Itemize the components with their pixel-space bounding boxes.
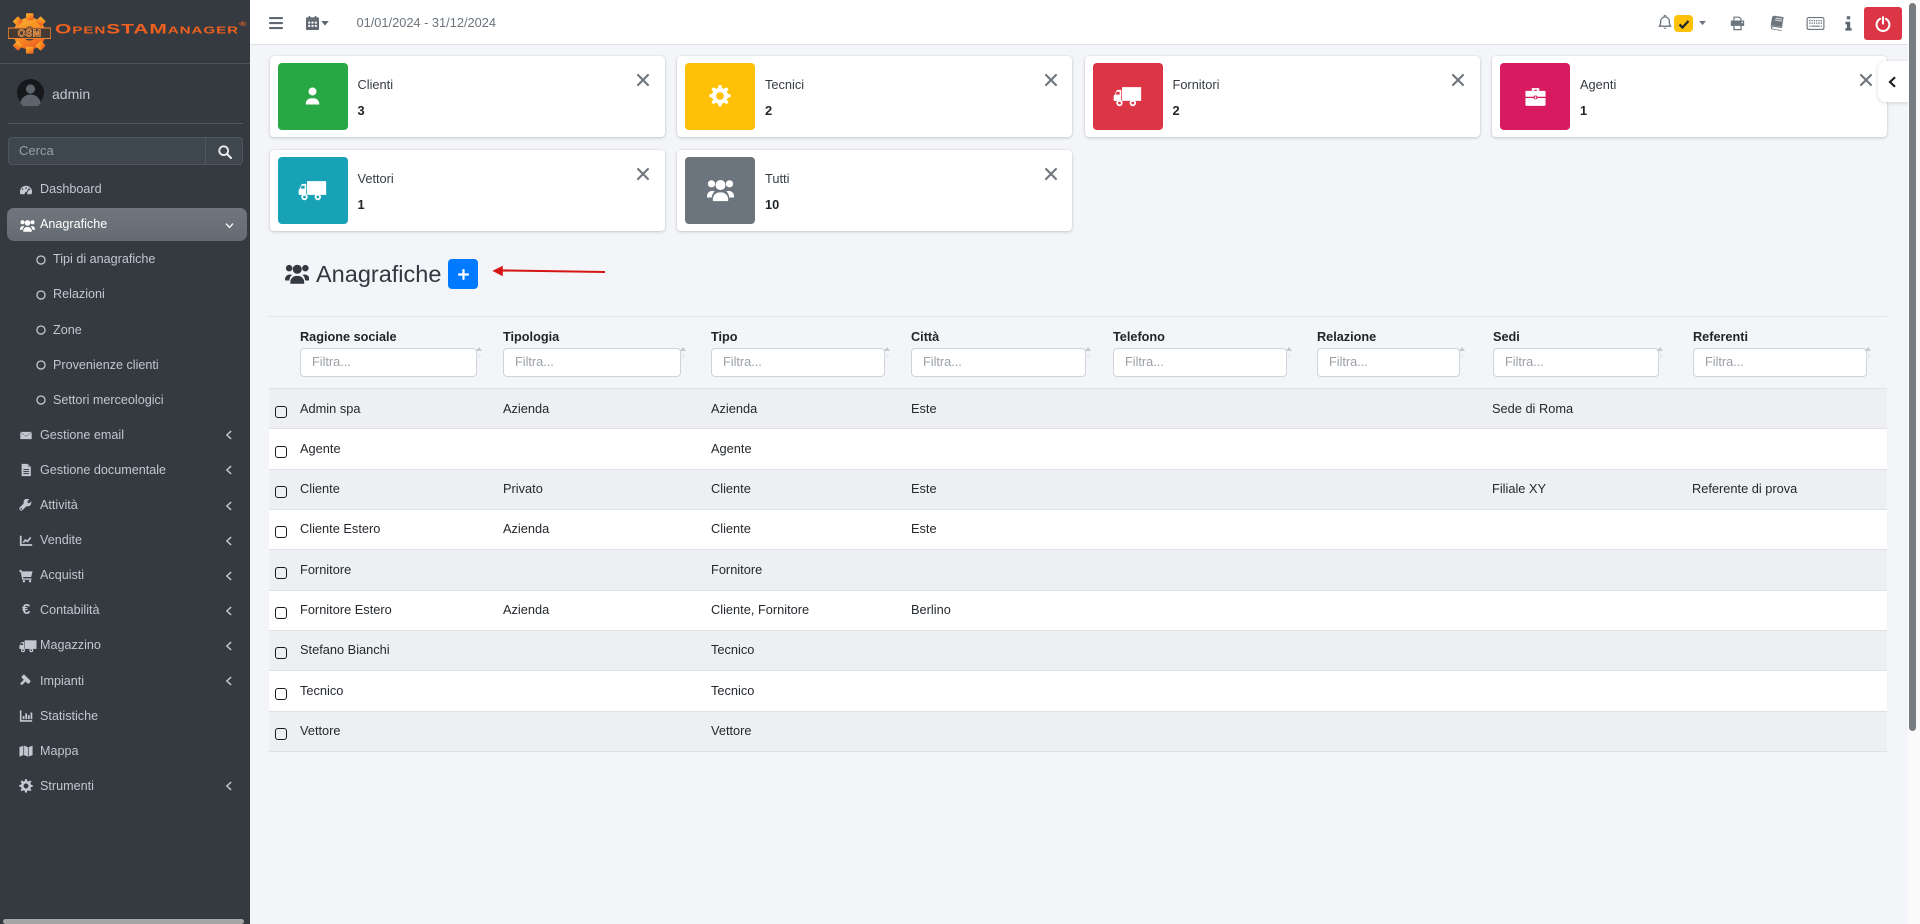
svg-text:OSM: OSM xyxy=(18,28,42,39)
